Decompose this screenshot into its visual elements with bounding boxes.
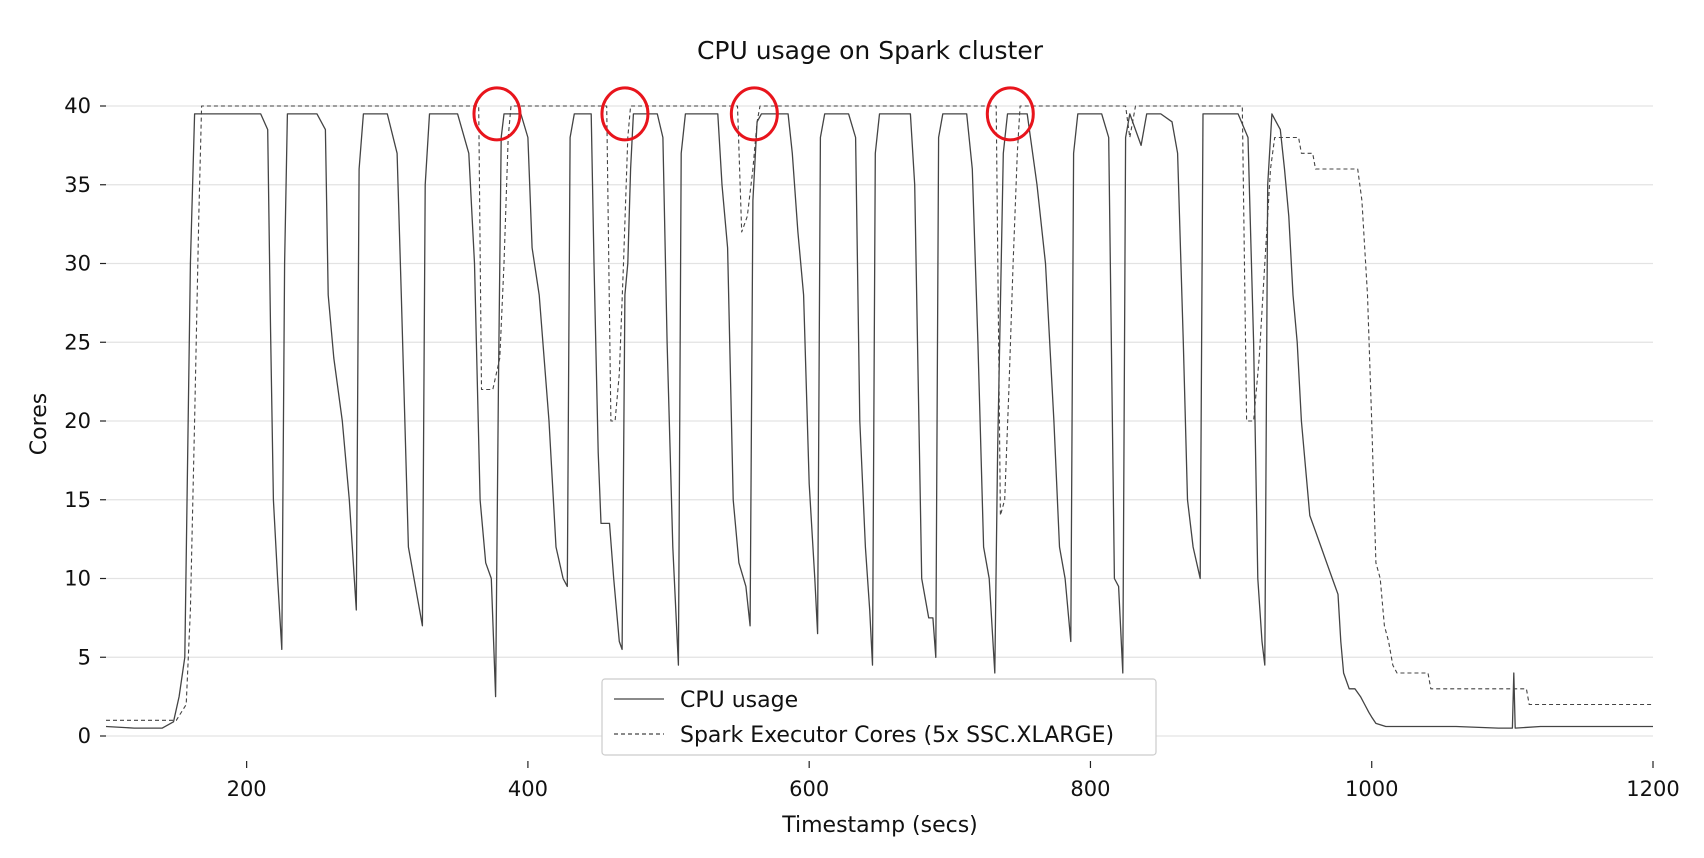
x-tick-label-600: 600 — [789, 777, 829, 801]
highlight-circle-3 — [729, 86, 779, 142]
highlight-circles — [472, 86, 1035, 142]
legend-label-cpu-usage: CPU usage — [680, 688, 798, 713]
x-tick-label-1200: 1200 — [1626, 777, 1679, 801]
x-tick-label-1000: 1000 — [1345, 777, 1398, 801]
legend: CPU usage Spark Executor Cores (5x SSC.X… — [601, 678, 1157, 756]
x-tick-label-200: 200 — [227, 777, 267, 801]
legend-label-executor-cores: Spark Executor Cores (5x SSC.XLARGE) — [680, 723, 1114, 748]
legend-box — [601, 678, 1157, 756]
series-lines — [105, 105, 1653, 729]
y-tick-label-20: 20 — [64, 409, 91, 433]
highlight-circle-1 — [472, 86, 522, 142]
y-axis-label: Cores — [27, 393, 52, 455]
horizontal-gridlines — [106, 105, 1653, 737]
y-tick-label-0: 0 — [78, 724, 91, 748]
x-tick-label-800: 800 — [1070, 777, 1110, 801]
series-line-cpu-usage — [105, 113, 1653, 729]
x-tick-label-400: 400 — [508, 777, 548, 801]
x-axis-label: Timestamp (secs) — [781, 813, 978, 838]
y-tick-label-5: 5 — [78, 645, 91, 669]
y-tick-label-35: 35 — [64, 173, 91, 197]
chart-title: CPU usage on Spark cluster — [697, 36, 1044, 65]
series-line-executor-cores — [106, 105, 1653, 721]
y-tick-label-10: 10 — [64, 567, 91, 591]
x-axis-ticks: 200 400 600 800 1000 1200 — [227, 761, 1680, 801]
y-tick-label-30: 30 — [64, 252, 91, 276]
y-tick-label-25: 25 — [64, 330, 91, 354]
y-tick-label-15: 15 — [64, 488, 91, 512]
highlight-circle-2 — [600, 86, 650, 142]
y-axis-ticks: 0 5 10 15 20 25 30 35 40 — [64, 94, 106, 748]
y-tick-label-40: 40 — [64, 94, 91, 118]
highlight-circle-4 — [985, 86, 1035, 142]
